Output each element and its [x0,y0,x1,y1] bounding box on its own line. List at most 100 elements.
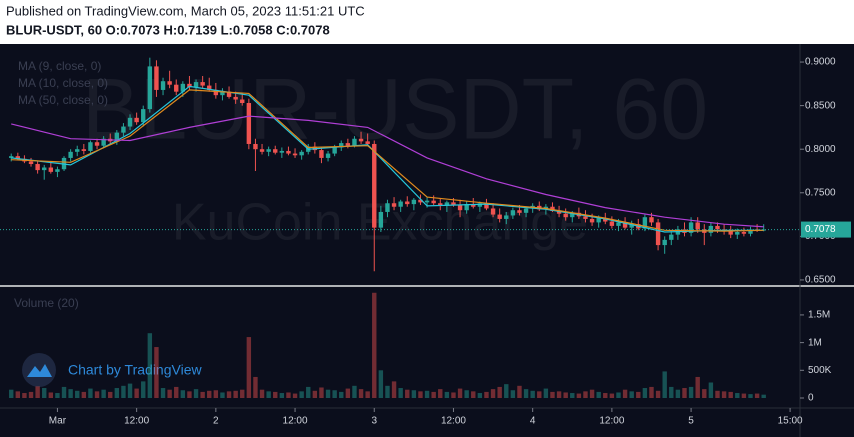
volume-bar [675,389,681,398]
volume-bar [405,389,410,398]
candle-body [160,81,166,90]
x-tick-label: Mar [49,416,67,427]
volume-bars [9,292,766,398]
y-tick-label: 0.7500 [805,187,836,198]
volume-bar [589,389,595,398]
volume-bar [319,387,324,398]
candle-body [213,89,219,96]
candle-body [715,225,720,230]
candle-body [391,203,397,207]
volume-bar [279,393,285,398]
candle-body [609,221,615,226]
candle-body [695,222,700,230]
volume-bar [444,391,450,398]
volume-bar [180,390,186,398]
candle-body [193,82,199,88]
volume-bar [213,390,219,398]
volume-bar [748,394,753,398]
candle-body [708,225,714,233]
volume-bar [391,381,397,398]
volume-bar [200,391,205,398]
candle-body [226,91,232,97]
volume-bar [286,392,291,398]
candle-body [28,161,34,165]
volume-bar [48,392,54,398]
candle-body [253,143,258,150]
y-tick-label: 0.9000 [805,57,836,68]
x-tick-label: 2 [213,416,219,427]
candle-body [735,232,740,235]
volume-bar [484,391,489,398]
candle-body [365,141,370,144]
y-tick-label: 0.8000 [805,144,836,155]
candle-body [510,210,516,216]
volume-bar [299,391,304,398]
ma-label: MA (50, close, 0) [18,93,108,107]
volume-bar [398,388,403,398]
candle-body [616,222,621,226]
volume-bar [127,383,133,398]
volume-bar [424,390,430,398]
volume-bar [662,371,667,398]
volume-bar [160,388,166,398]
candle-body [431,200,436,204]
candle-body [147,66,153,110]
volume-bar [438,389,443,398]
candle-body [207,85,212,90]
candle-body [477,203,483,207]
volume-bar [101,389,106,398]
volume-bar [735,393,740,398]
volume-bar [609,393,615,398]
candle-body [81,149,87,151]
candle-body [497,214,502,219]
volume-bar [715,390,720,398]
volume-bar [55,393,60,398]
volume-bar [761,394,766,398]
volume-bar [68,389,73,398]
candle-body [589,218,595,223]
candle-body [345,143,351,146]
candle-body [411,199,417,205]
volume-label: Volume (20) [14,296,79,310]
volume-bar [345,388,351,398]
x-tick-label: 5 [688,416,694,427]
x-tick-label: 3 [371,416,377,427]
candle-body [94,142,100,146]
candle-body [319,150,324,158]
volume-bar [312,390,318,398]
volume-bar [682,388,687,398]
volume-bar [193,389,199,398]
candle-body [464,204,469,211]
moving-average [11,89,764,232]
candle-body [68,151,73,158]
candle-body [688,222,694,233]
volume-bar [147,333,153,398]
candle-body [233,96,238,100]
volume-bar [418,391,423,398]
candle-body [563,213,568,218]
volume-bar [332,390,337,398]
candle-body [121,126,126,133]
volume-bar [108,391,113,398]
candle-body [273,149,278,153]
candle-body [279,150,285,153]
volume-bar [636,391,641,398]
candle-body [570,212,575,218]
candle-body [141,109,146,123]
candle-body [457,204,463,211]
volume-bar [550,391,555,398]
volume-bar [504,384,509,398]
candle-body [325,153,331,158]
volume-bar [306,386,311,398]
volume-bar [721,391,727,398]
moving-average [11,115,764,228]
volume-bar [266,391,271,398]
volume-bar [174,386,179,398]
candle-body [669,234,674,240]
volume-bar [669,386,674,398]
volume-bar [603,393,608,398]
candle-body [642,217,648,229]
volume-bar [385,385,390,398]
